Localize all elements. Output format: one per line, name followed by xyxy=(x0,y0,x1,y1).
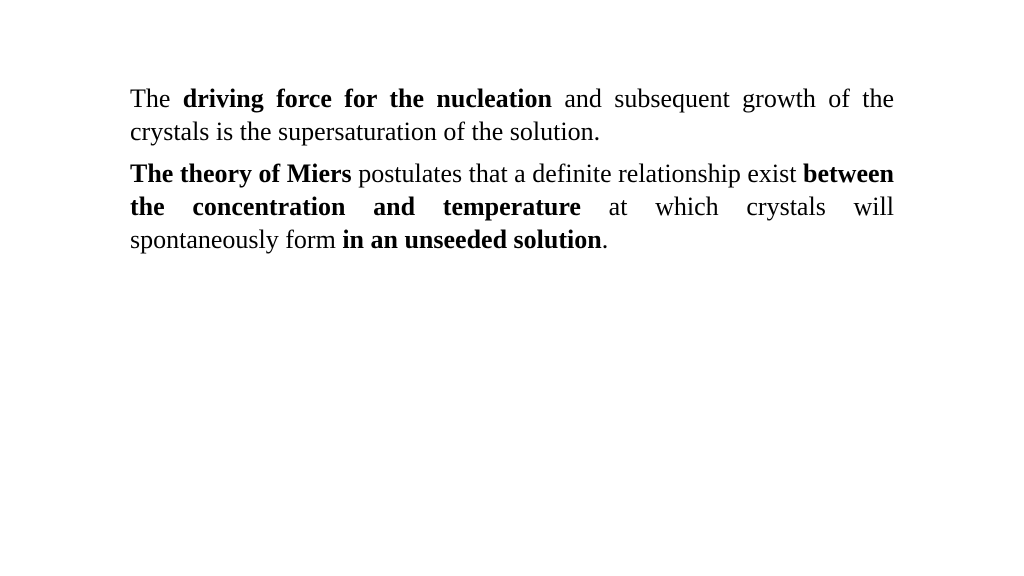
slide-content: The driving force for the nucleation and… xyxy=(0,0,1024,576)
paragraph-2: The theory of Miers postulates that a de… xyxy=(130,157,894,257)
p1-text: The xyxy=(130,84,183,113)
p1-bold-driving-force: driving force for the nucleation xyxy=(183,84,565,113)
p2-text-mid1: postulates that a definite relationship … xyxy=(358,159,803,188)
p2-bold-unseeded: in an unseeded solution xyxy=(342,225,601,254)
p2-tail-period: . xyxy=(602,225,609,254)
paragraph-1: The driving force for the nucleation and… xyxy=(130,82,894,149)
p2-bold-theory-miers: The theory of Miers xyxy=(130,159,358,188)
